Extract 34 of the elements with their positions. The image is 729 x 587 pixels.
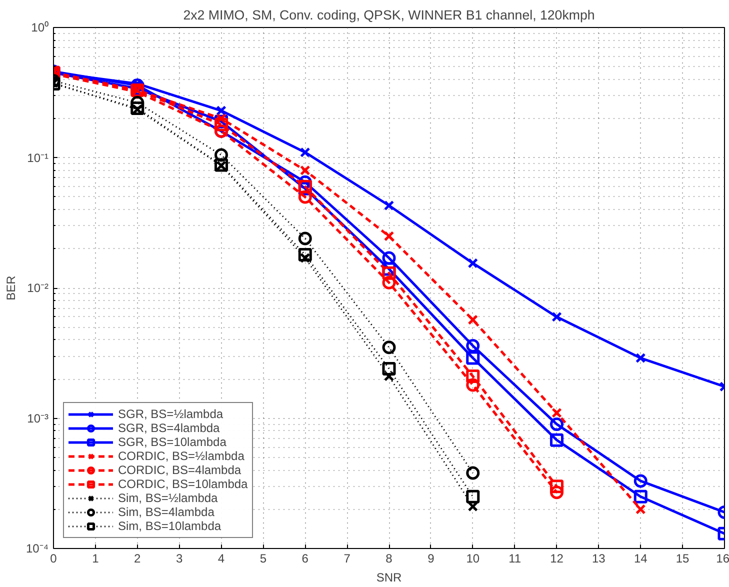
x-tick-label: 5 xyxy=(260,552,267,566)
y-tick-label: 10⁰ xyxy=(31,20,49,34)
chart-title: 2x2 MIMO, SM, Conv. coding, QPSK, WINNER B1 channel, 120kmph xyxy=(183,8,595,22)
x-tick-label: 4 xyxy=(218,552,225,566)
x-tick-label: 6 xyxy=(302,552,309,566)
x-tick-label: 16 xyxy=(716,552,729,566)
x-axis-title: SNR xyxy=(376,570,402,584)
y-tick-label: 10⁻¹ xyxy=(27,150,49,165)
x-tick-label: 9 xyxy=(428,552,435,566)
legend-label: Sim, BS=10lambda xyxy=(118,519,222,533)
legend-label: SGR, BS=4lambda xyxy=(118,421,220,435)
legend-label: Sim, BS=½lambda xyxy=(118,491,218,505)
y-axis-title: BER xyxy=(4,275,18,300)
x-tick-label: 0 xyxy=(50,552,58,566)
x-tick-label: 15 xyxy=(676,552,690,566)
x-tick-label: 8 xyxy=(386,552,393,566)
legend-label: Sim, BS=4lambda xyxy=(118,505,214,519)
y-tick-label: 10⁻² xyxy=(27,281,49,295)
y-tick-label: 10⁻⁴ xyxy=(26,542,49,556)
legend-label: CORDIC, BS=4lambda xyxy=(118,463,242,477)
x-tick-label: 7 xyxy=(344,552,351,566)
x-tick-label: 12 xyxy=(550,552,564,566)
legend-label: SGR, BS=10lambda xyxy=(118,435,226,449)
x-tick-label: 11 xyxy=(508,552,522,566)
x-tick-label: 14 xyxy=(634,552,648,566)
y-tick-label: 10⁻³ xyxy=(27,411,49,426)
legend-label: CORDIC, BS=10lambda xyxy=(118,477,248,491)
x-tick-label: 3 xyxy=(176,552,183,566)
x-tick-label: 2 xyxy=(134,552,142,566)
legend-label: SGR, BS=½lambda xyxy=(118,407,224,421)
x-tick-label: 13 xyxy=(592,552,606,566)
x-tick-label: 10 xyxy=(466,552,480,566)
x-tick-label: 1 xyxy=(92,552,100,566)
legend-label: CORDIC, BS=½lambda xyxy=(118,449,244,463)
